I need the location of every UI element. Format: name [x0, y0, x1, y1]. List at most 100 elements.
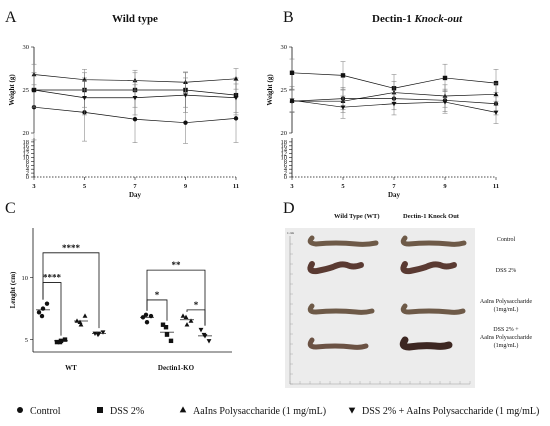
- chart-a-x-tick-label: 7: [133, 183, 137, 190]
- legend-aains: AaIns Polysaccharide (1 mg/mL): [193, 406, 326, 417]
- photo-row-aains-1: AaIns Polysaccharide: [480, 299, 532, 305]
- chart-b-point: [493, 110, 499, 115]
- chart-c-point: [143, 312, 149, 317]
- chart-a-point: [132, 117, 138, 122]
- legend-combo: DSS 2% + AaIns Polysaccharide (1 mg/mL): [362, 406, 539, 417]
- chart-c-point: [54, 339, 60, 345]
- chart-c-point: [95, 332, 101, 338]
- chart-c-significance-label: *: [194, 300, 199, 310]
- chart-b-y-tick-label: 14: [281, 147, 288, 154]
- chart-a-x-tick-label: 5: [83, 183, 87, 190]
- chart-b-x-tick-label: 3: [290, 183, 294, 190]
- chart-c-point: [78, 322, 84, 327]
- chart-b-y-axis-title: Weight (g): [266, 74, 274, 106]
- chart-c-point: [160, 322, 166, 327]
- legend-marker-combo: [348, 407, 356, 414]
- legend-marker-dss: [97, 407, 103, 413]
- panel-label-c: C: [5, 200, 16, 217]
- chart-b-y-tick-label: 6: [284, 162, 288, 169]
- colon-ko-aains: [400, 303, 466, 315]
- chart-b-point: [442, 100, 448, 105]
- chart-b-y-tick-label: 18: [281, 139, 288, 146]
- chart-a-point: [183, 93, 188, 98]
- colon-ko-dss: [400, 261, 457, 275]
- chart-a-x-tick-label: 3: [32, 183, 36, 190]
- chart-a-point: [31, 88, 37, 93]
- chart-c-significance-bracket: [186, 309, 206, 326]
- chart-c-point: [36, 310, 42, 315]
- chart-a-point: [82, 95, 87, 101]
- chart-c-point: [74, 318, 80, 323]
- chart-a-point: [233, 95, 239, 101]
- chart-a-x-axis-title: Day: [129, 191, 142, 199]
- chart-c-point: [184, 322, 190, 327]
- chart-c-point: [198, 327, 204, 333]
- chart-b-y-tick-label: 10: [281, 155, 288, 162]
- chart-b-point: [493, 91, 499, 97]
- chart-c-point: [62, 337, 68, 342]
- photo-background: [285, 228, 475, 388]
- photo-row-combo-1: DSS 2% +: [493, 327, 519, 333]
- chart-c-point: [180, 313, 186, 318]
- chart-a-y-tick-label: 18: [23, 139, 30, 146]
- chart-a-y-tick-label: 14: [23, 147, 30, 154]
- chart-c-significance-label: ****: [62, 243, 81, 253]
- chart-b-title: Dectin-1 Knock-out: [372, 13, 463, 25]
- chart-a-y-tick-label: 20: [23, 130, 30, 137]
- chart-a-y-tick-label: 4: [26, 166, 30, 173]
- chart-b-point: [442, 75, 448, 81]
- panel-label-b: B: [283, 9, 294, 26]
- photo-row-dss: DSS 2%: [496, 268, 517, 274]
- chart-c-significance-bracket: [42, 252, 100, 329]
- chart-c-point: [188, 318, 194, 323]
- legend-markers: [17, 406, 356, 414]
- photo-row-control: Control: [497, 237, 516, 243]
- colon-ko-combo: [399, 336, 453, 351]
- chart-a-point: [132, 77, 138, 83]
- chart-c-point: [82, 313, 88, 318]
- chart-c-point: [206, 339, 212, 344]
- chart-b-y-tick-label: 30: [281, 44, 288, 51]
- photo-col-wt: Wild Type (WT): [334, 213, 380, 220]
- chart-c-y-axis-title: Lenght (cm): [9, 271, 17, 308]
- legend: Control DSS 2% AaIns Polysaccharide (1 m…: [17, 406, 539, 417]
- chart-a-x-tick-label: 9: [184, 183, 188, 190]
- chart-c-category-label: Dectin1-KO: [158, 364, 195, 372]
- chart-a-y-tick-label: 8: [26, 158, 29, 165]
- chart-c-significance-bracket: [146, 269, 206, 326]
- chart-b-point: [391, 102, 397, 107]
- chart-b-point: [289, 70, 295, 75]
- chart-a-x-tick-label: 11: [233, 183, 239, 190]
- chart-b-y-tick-label: 20: [281, 130, 288, 137]
- photo-row-aains-2: (1mg/mL): [494, 306, 519, 313]
- chart-c-point: [163, 325, 169, 330]
- chart-b-x-tick-label: 5: [341, 183, 345, 190]
- chart-c-significance-label: **: [172, 260, 182, 270]
- chart-a-point: [183, 120, 188, 125]
- chart-b-y-tick-label: 4: [284, 166, 288, 173]
- chart-c-y-tick-label: 10: [22, 275, 29, 282]
- chart-a-y-tick-label: 0: [26, 174, 29, 181]
- chart-c-significance-label: *: [155, 290, 160, 300]
- photo-row-combo-3: (1mg/mL): [494, 342, 519, 349]
- chart-a-y-axis-title: Weight (g): [8, 74, 16, 106]
- chart-c-point: [57, 339, 63, 345]
- chart-a-point: [132, 95, 138, 101]
- chart-c-point: [39, 313, 45, 319]
- colon-ko-control: [400, 235, 467, 247]
- chart-c-point: [164, 332, 170, 337]
- chart-a-y-tick-label: 30: [23, 44, 30, 51]
- chart-b-x-tick-label: 9: [443, 183, 447, 190]
- chart-c-significance-bracket: [146, 299, 168, 321]
- colon-wt-control: [307, 235, 379, 247]
- chart-b-y-tick-label: 0: [284, 174, 287, 181]
- chart-b-x-tick-label: 7: [392, 183, 396, 190]
- legend-marker-aains: [179, 406, 187, 413]
- chart-c-point: [183, 314, 189, 320]
- colon-wt-aains: [307, 303, 375, 315]
- chart-b-point: [289, 98, 295, 103]
- chart-b-y-tick-label: 8: [284, 158, 287, 165]
- chart-a-y-tick-label: 10: [23, 155, 30, 162]
